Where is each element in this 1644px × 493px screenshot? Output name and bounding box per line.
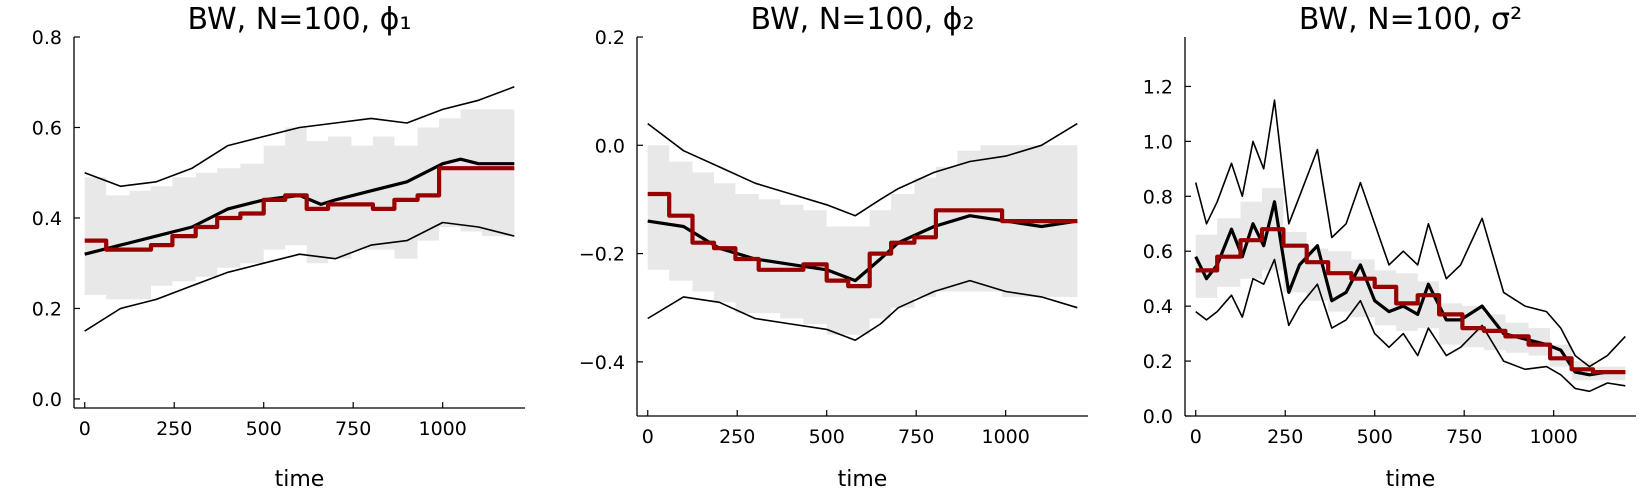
y-tick-label: 0.8 (32, 27, 62, 49)
x-tick-label: 1000 (418, 418, 466, 440)
x-tick-label: 0 (1190, 426, 1202, 448)
y-tick-label: 0.0 (595, 135, 625, 157)
y-tick-label: 1.0 (1143, 131, 1173, 153)
x-tick-label: 1000 (981, 426, 1029, 448)
y-tick-label: 0.2 (595, 27, 625, 49)
chart-panel-2: 0 250 500 750 1000 −0.4 −0.2 0.0 0.2 BW, N=100, ϕ… (579, 2, 1088, 492)
series-step (647, 191, 1078, 289)
series-lower_bound (84, 221, 515, 332)
chart-title: BW, N=100, ϕ₂ (751, 2, 975, 37)
y-tick-label: 0.0 (32, 389, 62, 411)
x-axis-label: time (1386, 467, 1436, 492)
y-tick-label: 1.2 (1143, 76, 1173, 98)
series-upper_bound (84, 86, 515, 188)
chart-title: BW, N=100, ϕ₁ (188, 2, 412, 37)
series-step (84, 166, 515, 252)
y-tick-label: 0.2 (1143, 351, 1173, 373)
y-tick-label: 0.4 (1143, 296, 1173, 318)
x-axis-label: time (838, 467, 888, 492)
x-tick-label: 500 (246, 418, 282, 440)
y-tick-label: 0.2 (32, 298, 62, 320)
y-tick-label: −0.4 (579, 352, 625, 374)
series-mean (84, 157, 515, 256)
y-tick-label: 0.6 (32, 117, 62, 139)
series-lower_bound (1195, 258, 1626, 393)
series-upper_bound (647, 122, 1078, 217)
chart-panel-3: 0 250 500 750 1000 0.0 0.2 0.4 0.6 0.8 1.0 1.2 BW, N… (1143, 2, 1636, 492)
x-tick-label: 750 (898, 426, 934, 448)
y-tick-label: −0.2 (579, 244, 625, 266)
x-axis-label: time (275, 467, 325, 492)
x-tick-label: 250 (719, 426, 755, 448)
x-tick-label: 0 (79, 418, 91, 440)
chart-title: BW, N=100, σ² (1299, 2, 1522, 37)
y-tick-label: 0.0 (1143, 406, 1173, 428)
x-tick-label: 750 (1446, 426, 1482, 448)
series-band (1195, 188, 1626, 381)
x-tick-label: 250 (1267, 426, 1303, 448)
x-tick-label: 0 (642, 426, 654, 448)
series-band (84, 109, 515, 300)
x-tick-label: 1000 (1529, 426, 1577, 448)
series-upper_bound (1194, 99, 1626, 368)
series-lower_bound (647, 279, 1078, 341)
x-tick-label: 750 (335, 418, 371, 440)
chart-panel-1: 0 250 500 750 1000 0.0 0.2 0.4 0.6 0.8 BW, N=100, … (32, 2, 525, 492)
x-tick-label: 500 (809, 426, 845, 448)
series-step (1195, 227, 1626, 375)
y-tick-label: 0.6 (1143, 241, 1173, 263)
y-tick-label: 0.8 (1143, 186, 1173, 208)
series-band (647, 145, 1078, 335)
x-tick-label: 500 (1357, 426, 1393, 448)
y-tick-label: 0.4 (32, 208, 62, 230)
x-tick-label: 250 (156, 418, 192, 440)
